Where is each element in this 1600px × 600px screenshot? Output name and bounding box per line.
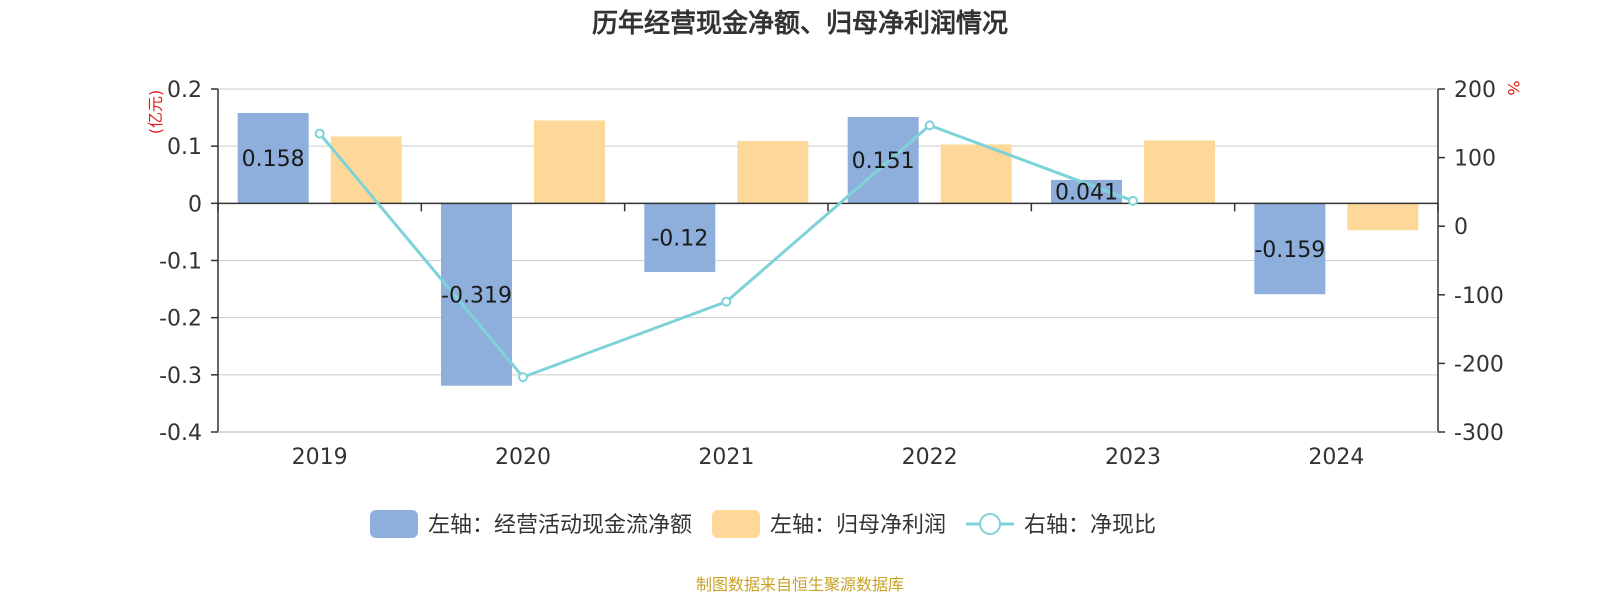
legend-swatch-net-profit [712,510,761,538]
cash-flow-data-label: -0.159 [1254,238,1325,263]
x-tick-label: 2021 [698,445,754,470]
right-tick-label: -300 [1454,421,1504,446]
left-tick-label: -0.2 [159,307,202,332]
ratio-line [314,120,1138,383]
x-tick-label: 2022 [902,445,958,470]
legend-label-net-profit: 左轴：归母净利润 [770,513,946,538]
cash-flow-bar [237,113,309,204]
right-axis-unit: % [1504,80,1523,95]
net-profit-bar [940,144,1012,204]
legend: 左轴：经营活动现金流净额 左轴：归母净利润 右轴：净现比 [370,510,1156,538]
legend-swatch-ratio-marker [979,513,1002,535]
legend-swatch-cash-flow [370,510,418,538]
ratio-point [1128,195,1138,206]
legend-label-cash-flow: 左轴：经营活动现金流净额 [428,513,692,538]
cash-flow-bar [644,203,716,272]
ratio-point [518,372,528,383]
net-profit-bar [737,141,809,204]
x-tick-label: 2024 [1308,445,1364,470]
cash-flow-bar [1254,203,1326,295]
left-tick-label: 0.2 [167,78,202,103]
left-tick-label: -0.1 [159,250,202,275]
left-tick-label: 0.1 [167,135,202,160]
chart-title: 历年经营现金净额、归母净利润情况 [592,8,1008,39]
left-tick-label: 0 [188,192,202,217]
cash-flow-data-label: -0.319 [441,284,512,309]
cash-flow-data-label: 0.151 [852,149,915,174]
left-axis-unit: (亿元) [146,90,165,135]
right-tick-label: 100 [1454,147,1496,172]
net-profit-bar [330,136,402,204]
ratio-point [721,296,732,307]
legend-label-ratio: 右轴：净现比 [1024,513,1156,538]
axes: 0.2 0.1 0 -0.1 -0.2 -0.3 -0.4 200 100 0 -100 -200 -3… [159,78,1504,470]
cash-flow-bar [1051,179,1122,204]
cash-flow-data-label: -0.12 [651,227,708,252]
left-tick-label: -0.4 [159,421,202,446]
right-tick-label: -100 [1454,284,1504,309]
x-tick-label: 2023 [1105,445,1161,470]
net-profit-bar [534,120,605,204]
cash-flow-data-label: 0.041 [1055,181,1118,206]
left-tick-label: -0.3 [159,364,202,389]
ratio-point [924,120,935,131]
net-profit-bar [1144,140,1215,204]
ratio-point [314,128,325,139]
data-labels: 0.158 -0.319 -0.12 0.151 0.041 -0.159 [242,147,1326,308]
source-note: 制图数据来自恒生聚源数据库 [696,575,904,594]
net-profit-bar [1347,203,1419,231]
bars [237,113,1419,386]
cash-flow-data-label: 0.158 [242,147,305,172]
x-tick-label: 2019 [292,445,348,470]
cash-flow-bar [847,117,919,204]
right-tick-label: -200 [1454,352,1504,377]
right-tick-label: 0 [1454,215,1468,240]
right-tick-label: 200 [1454,78,1496,103]
x-tick-label: 2020 [495,445,551,470]
